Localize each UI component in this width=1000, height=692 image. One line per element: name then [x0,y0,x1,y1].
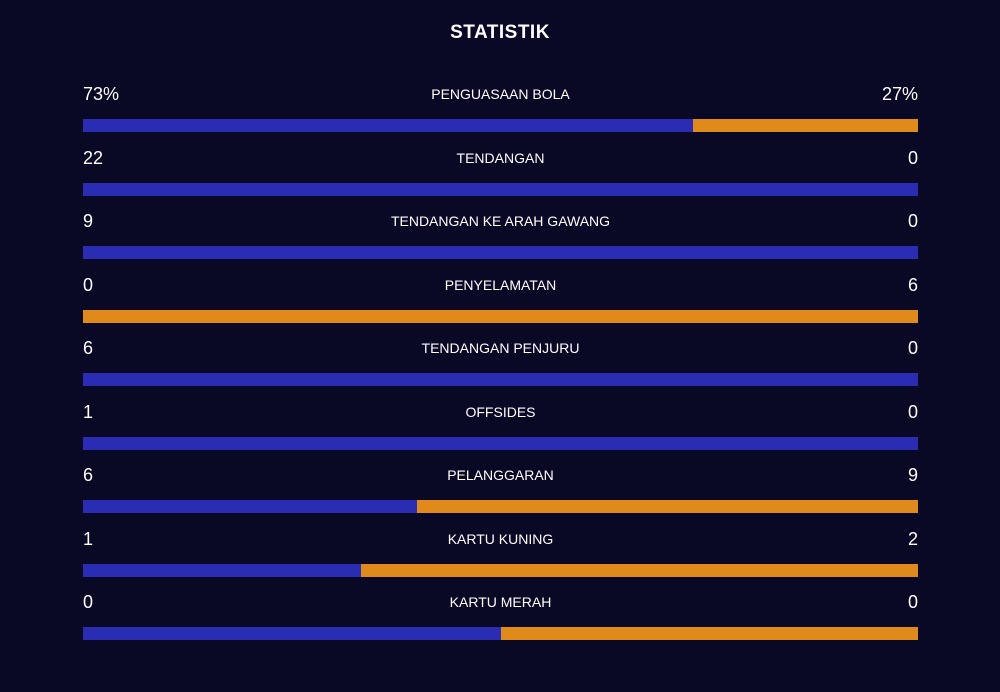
home-value: 6 [83,465,94,485]
away-value: 0 [907,401,918,422]
comparison-bar [83,309,918,323]
home-value: 1 [83,401,94,422]
away-value: 6 [907,274,918,295]
stat-label: PELANGGARAN [447,467,554,483]
stat-label: TENDANGAN KE ARAH GAWANG [390,213,611,229]
stat-row: 73% PENGUASAAN BOLA 27% [83,80,918,144]
away-bar-segment [500,627,918,640]
home-bar-segment [83,436,918,450]
stat-row: 6 TENDANGAN PENJURU 0 [83,334,918,398]
comparison-bar [83,436,918,450]
away-value: 27% [881,84,918,104]
away-value: 0 [907,211,918,231]
comparison-bar [83,373,918,386]
home-bar-segment [83,246,918,259]
home-bar-segment [83,119,693,132]
home-value: 1 [83,528,94,549]
stat-header: 0 KARTU MERAH 0 [83,588,918,616]
stats-list: 73% PENGUASAAN BOLA 27% 22 TENDANGAN 0 9… [83,80,918,652]
away-value: 2 [907,528,918,549]
home-bar-segment [83,627,501,640]
away-bar-segment [361,563,918,577]
away-value: 9 [907,465,918,485]
stat-label: TENDANGAN PENJURU [421,340,580,356]
comparison-bar [83,563,918,577]
stat-header: 73% PENGUASAAN BOLA 27% [83,80,918,108]
comparison-bar [83,627,918,640]
stat-row: 1 OFFSIDES 0 [83,398,918,462]
comparison-bar [83,500,918,513]
away-value: 0 [907,592,918,612]
stat-header: 22 TENDANGAN 0 [83,144,918,172]
stat-header: 0 PENYELAMATAN 6 [83,271,918,299]
away-bar-segment [417,500,918,513]
stat-label: KARTU KUNING [447,530,554,547]
home-value: 9 [83,211,94,231]
home-value: 0 [83,592,94,612]
stat-header: 6 TENDANGAN PENJURU 0 [83,334,918,362]
home-value: 6 [83,338,94,358]
stat-row: 1 KARTU KUNING 2 [83,525,918,589]
home-bar-segment [83,563,362,577]
away-bar-segment [692,119,918,132]
stat-row: 22 TENDANGAN 0 [83,144,918,208]
stat-header: 9 TENDANGAN KE ARAH GAWANG 0 [83,207,918,235]
comparison-bar [83,182,918,196]
stat-row: 6 PELANGGARAN 9 [83,461,918,525]
stat-row: 9 TENDANGAN KE ARAH GAWANG 0 [83,207,918,271]
away-bar-segment [83,309,918,323]
page-title: STATISTIK [450,22,550,43]
stat-label: TENDANGAN [456,149,545,166]
stat-header: 1 KARTU KUNING 2 [83,525,918,553]
comparison-bar [83,119,918,132]
home-bar-segment [83,182,918,196]
comparison-bar [83,246,918,259]
stat-label: OFFSIDES [465,403,536,420]
stat-header: 1 OFFSIDES 0 [83,398,918,426]
stat-label: PENYELAMATAN [444,276,557,293]
stat-header: 6 PELANGGARAN 9 [83,461,918,489]
home-bar-segment [83,373,918,386]
away-value: 0 [907,147,918,168]
home-value: 22 [83,147,104,168]
home-value: 0 [83,274,94,295]
home-bar-segment [83,500,417,513]
stat-label: PENGUASAAN BOLA [431,86,570,102]
stat-row: 0 PENYELAMATAN 6 [83,271,918,335]
away-value: 0 [907,338,918,358]
stat-label: KARTU MERAH [449,594,552,610]
stat-row: 0 KARTU MERAH 0 [83,588,918,652]
home-value: 73% [83,84,120,104]
